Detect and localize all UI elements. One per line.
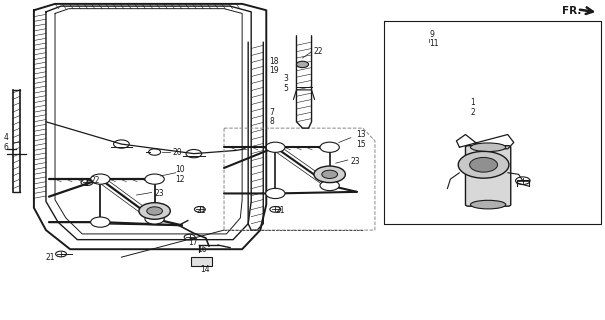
- FancyBboxPatch shape: [191, 257, 212, 267]
- Text: 21: 21: [197, 206, 206, 215]
- Text: FR.: FR.: [562, 6, 581, 16]
- Text: 16: 16: [197, 245, 207, 254]
- Text: 13
15: 13 15: [356, 130, 366, 149]
- Ellipse shape: [471, 143, 506, 152]
- Text: 21: 21: [46, 253, 56, 262]
- Circle shape: [296, 61, 309, 68]
- Text: 21: 21: [275, 206, 285, 215]
- Circle shape: [320, 142, 339, 152]
- FancyBboxPatch shape: [465, 146, 511, 206]
- Circle shape: [139, 203, 171, 219]
- Text: 20: 20: [172, 148, 182, 156]
- Circle shape: [266, 188, 285, 198]
- Circle shape: [469, 157, 497, 172]
- Text: 17: 17: [188, 238, 197, 247]
- Ellipse shape: [471, 200, 506, 209]
- Text: 1
2: 1 2: [470, 98, 475, 117]
- Text: 9
11: 9 11: [430, 29, 439, 48]
- Circle shape: [322, 170, 338, 179]
- Circle shape: [91, 174, 110, 184]
- Circle shape: [320, 180, 339, 191]
- Text: 22: 22: [90, 176, 100, 185]
- Text: 7
8: 7 8: [269, 108, 274, 126]
- Text: 18
19: 18 19: [269, 57, 279, 75]
- Circle shape: [91, 217, 110, 227]
- Circle shape: [266, 142, 285, 152]
- Circle shape: [458, 151, 509, 178]
- Text: 23: 23: [155, 189, 164, 198]
- Text: 4
6: 4 6: [4, 133, 8, 152]
- Text: 22: 22: [314, 47, 324, 56]
- Text: 3
5: 3 5: [283, 74, 288, 93]
- Text: 23: 23: [351, 157, 361, 166]
- Text: 14: 14: [200, 265, 209, 275]
- Circle shape: [314, 166, 345, 183]
- Circle shape: [145, 174, 165, 184]
- Circle shape: [145, 214, 165, 224]
- Circle shape: [147, 207, 163, 215]
- Text: 10
12: 10 12: [175, 165, 185, 184]
